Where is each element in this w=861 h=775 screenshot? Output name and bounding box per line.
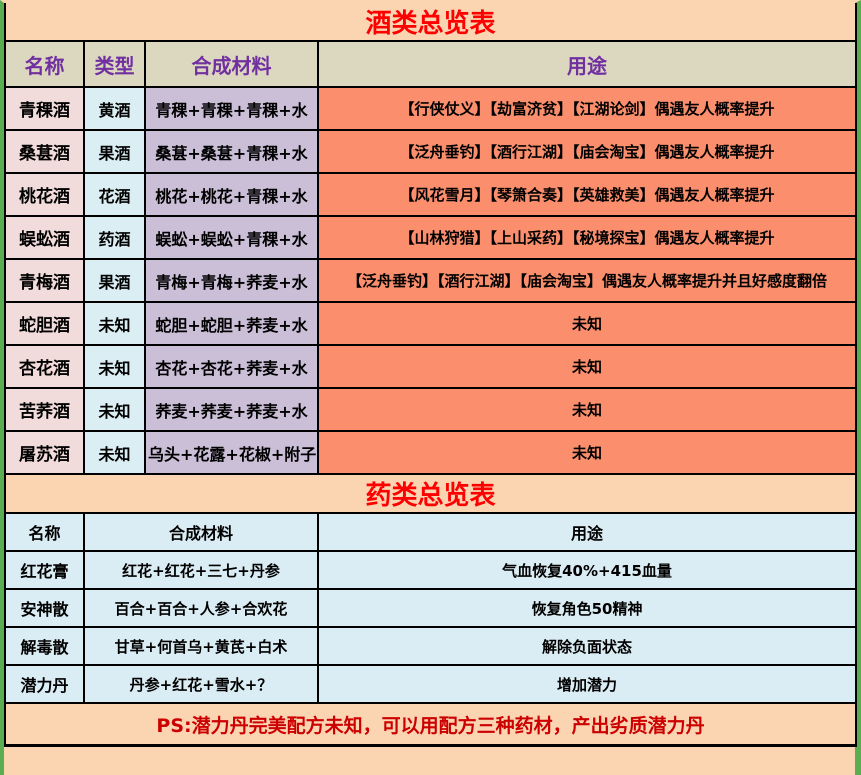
table-row: 安神散 百合+百合+人参+合欢花 恢复角色50精神 [4, 588, 858, 628]
medicine-header-usage: 用途 [316, 512, 858, 552]
table-row: 解毒散 甘草+何首乌+黄芪+白术 解除负面状态 [4, 626, 858, 666]
cell-type: 未知 [83, 301, 146, 346]
cell-name: 青梅酒 [4, 258, 85, 303]
cell-usage: 未知 [316, 344, 858, 389]
cell-materials: 青稞+青稞+青稞+水 [144, 86, 319, 131]
cell-type: 未知 [83, 387, 146, 432]
cell-name: 苦荞酒 [4, 387, 85, 432]
table-row: 潜力丹 丹参+红花+雪水+？ 增加潜力 [4, 664, 858, 704]
wine-header-usage: 用途 [316, 40, 858, 88]
footer-note-row: PS:潜力丹完美配方未知，可以用配方三种药材，产出劣质潜力丹 [3, 702, 858, 747]
cell-name: 安神散 [4, 588, 85, 628]
cell-materials: 蜈蚣+蜈蚣+青稞+水 [144, 215, 319, 260]
medicine-table-header-row: 名称 合成材料 用途 [4, 512, 858, 552]
cell-type: 未知 [83, 430, 146, 475]
cell-type: 黄酒 [83, 86, 146, 131]
cell-usage: 【山林狩猎】【上山采药】【秘境探宝】偶遇友人概率提升 [316, 215, 858, 260]
wine-header-name: 名称 [4, 40, 85, 88]
cell-materials: 桑葚+桑葚+青稞+水 [144, 129, 319, 174]
cell-name: 解毒散 [4, 626, 85, 666]
medicine-table: 药类总览表 名称 合成材料 用途 红花膏 红花+红花+三七+丹参 气血恢复40%… [3, 475, 858, 747]
cell-usage: 【泛舟垂钓】【酒行江湖】【庙会淘宝】偶遇友人概率提升并且好感度翻倍 [316, 258, 858, 303]
cell-type: 果酒 [83, 129, 146, 174]
wine-table-title: 酒类总览表 [3, 3, 858, 42]
cell-usage: 【行侠仗义】【劫富济贫】【江湖论剑】偶遇友人概率提升 [316, 86, 858, 131]
cell-usage: 解除负面状态 [316, 626, 858, 666]
wine-table-header-row: 名称 类型 合成材料 用途 [4, 40, 858, 88]
medicine-header-materials: 合成材料 [83, 512, 319, 552]
cell-usage: 未知 [316, 387, 858, 432]
cell-materials: 荞麦+荞麦+荞麦+水 [144, 387, 319, 432]
wine-header-type: 类型 [83, 40, 146, 88]
cell-usage: 未知 [316, 301, 858, 346]
table-row: 桃花酒 花酒 桃花+桃花+青稞+水 【风花雪月】【琴箫合奏】【英雄救美】偶遇友人… [4, 172, 858, 217]
table-row: 蛇胆酒 未知 蛇胆+蛇胆+荞麦+水 未知 [4, 301, 858, 346]
cell-usage: 【风花雪月】【琴箫合奏】【英雄救美】偶遇友人概率提升 [316, 172, 858, 217]
cell-type: 花酒 [83, 172, 146, 217]
cell-usage: 【泛舟垂钓】【酒行江湖】【庙会淘宝】偶遇友人概率提升 [316, 129, 858, 174]
table-row: 桑葚酒 果酒 桑葚+桑葚+青稞+水 【泛舟垂钓】【酒行江湖】【庙会淘宝】偶遇友人… [4, 129, 858, 174]
cell-materials: 百合+百合+人参+合欢花 [83, 588, 319, 628]
cell-name: 屠苏酒 [4, 430, 85, 475]
table-row: 红花膏 红花+红花+三七+丹参 气血恢复40%+415血量 [4, 550, 858, 590]
cell-usage: 增加潜力 [316, 664, 858, 704]
cell-type: 未知 [83, 344, 146, 389]
cell-materials: 丹参+红花+雪水+？ [83, 664, 319, 704]
table-row: 青梅酒 果酒 青梅+青梅+荞麦+水 【泛舟垂钓】【酒行江湖】【庙会淘宝】偶遇友人… [4, 258, 858, 303]
cell-materials: 桃花+桃花+青稞+水 [144, 172, 319, 217]
cell-name: 桃花酒 [4, 172, 85, 217]
cell-name: 红花膏 [4, 550, 85, 590]
cell-materials: 杏花+杏花+荞麦+水 [144, 344, 319, 389]
cell-materials: 红花+红花+三七+丹参 [83, 550, 319, 590]
cell-usage: 气血恢复40%+415血量 [316, 550, 858, 590]
cell-materials: 乌头+花露+花椒+附子 [144, 430, 319, 475]
cell-type: 果酒 [83, 258, 146, 303]
cell-name: 蜈蚣酒 [4, 215, 85, 260]
cell-usage: 未知 [316, 430, 858, 475]
table-row: 杏花酒 未知 杏花+杏花+荞麦+水 未知 [4, 344, 858, 389]
cell-name: 蛇胆酒 [4, 301, 85, 346]
cell-materials: 青梅+青梅+荞麦+水 [144, 258, 319, 303]
medicine-table-title-row: 药类总览表 [3, 475, 858, 514]
table-row: 苦荞酒 未知 荞麦+荞麦+荞麦+水 未知 [4, 387, 858, 432]
medicine-table-title: 药类总览表 [3, 475, 858, 514]
wine-table: 酒类总览表 名称 类型 合成材料 用途 青稞酒 黄酒 青稞+青稞+青稞+水 【行… [3, 3, 858, 475]
table-row: 青稞酒 黄酒 青稞+青稞+青稞+水 【行侠仗义】【劫富济贫】【江湖论剑】偶遇友人… [4, 86, 858, 131]
cell-materials: 甘草+何首乌+黄芪+白术 [83, 626, 319, 666]
cell-name: 桑葚酒 [4, 129, 85, 174]
medicine-header-name: 名称 [4, 512, 85, 552]
table-row: 蜈蚣酒 药酒 蜈蚣+蜈蚣+青稞+水 【山林狩猎】【上山采药】【秘境探宝】偶遇友人… [4, 215, 858, 260]
cell-materials: 蛇胆+蛇胆+荞麦+水 [144, 301, 319, 346]
cell-name: 潜力丹 [4, 664, 85, 704]
cell-usage: 恢复角色50精神 [316, 588, 858, 628]
cell-type: 药酒 [83, 215, 146, 260]
wine-table-title-row: 酒类总览表 [3, 3, 858, 42]
wine-header-materials: 合成材料 [144, 40, 319, 88]
table-row: 屠苏酒 未知 乌头+花露+花椒+附子 未知 [4, 430, 858, 475]
cell-name: 青稞酒 [4, 86, 85, 131]
cell-name: 杏花酒 [4, 344, 85, 389]
footer-note: PS:潜力丹完美配方未知，可以用配方三种药材，产出劣质潜力丹 [3, 702, 858, 747]
